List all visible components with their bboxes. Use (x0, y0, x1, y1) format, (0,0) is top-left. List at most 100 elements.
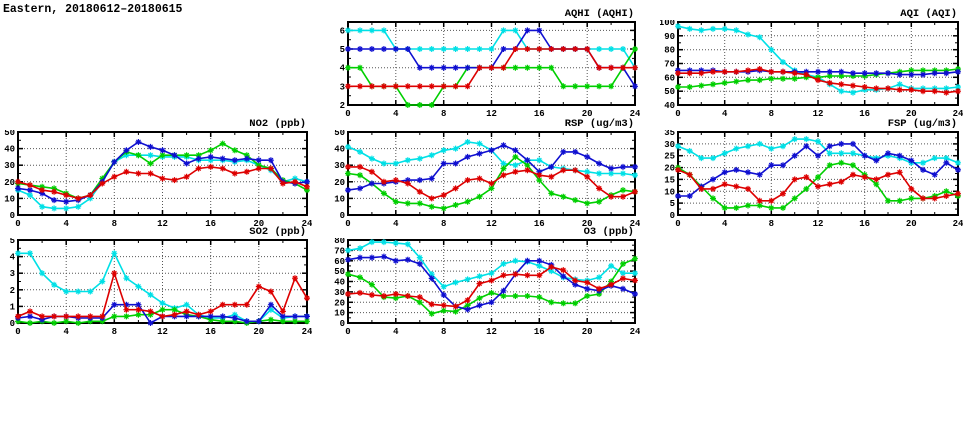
svg-text:12: 12 (813, 219, 824, 228)
svg-text:24: 24 (630, 219, 640, 228)
svg-text:20: 20 (334, 298, 345, 308)
svg-text:50: 50 (334, 130, 345, 138)
svg-text:8: 8 (441, 327, 446, 336)
svg-text:8: 8 (112, 219, 117, 228)
svg-text:16: 16 (859, 109, 870, 118)
chart-title-o3: O3 (ppb) (583, 226, 634, 238)
svg-text:20: 20 (582, 219, 593, 228)
chart-aqhi: AQHI (AQHI) 2 3 4 5 6 0 4 8 12 16 20 24 (330, 8, 640, 120)
svg-text:80: 80 (664, 46, 675, 56)
chart-canvas-no2: 0 10 20 30 40 50 0 4 8 12 16 20 24 (4, 130, 312, 228)
svg-text:6: 6 (340, 26, 345, 36)
svg-text:60: 60 (664, 73, 675, 83)
svg-text:12: 12 (157, 327, 168, 336)
chart-canvas-aqhi: 2 3 4 5 6 0 4 8 12 16 20 24 (340, 21, 640, 118)
chart-no2: NO2 (ppb) 0 10 20 30 40 50 0 4 8 12 16 20 24 (0, 118, 312, 230)
chart-title-rsp: RSP (ug/m3) (564, 118, 634, 130)
svg-text:20: 20 (334, 178, 345, 188)
chart-title-no2: NO2 (ppb) (249, 118, 306, 130)
svg-text:2: 2 (10, 286, 15, 296)
chart-so2: SO2 (ppb) 0 1 2 3 4 5 0 4 8 12 16 20 24 (0, 226, 312, 338)
svg-text:20: 20 (582, 327, 593, 336)
svg-text:16: 16 (534, 327, 545, 336)
svg-text:2: 2 (340, 101, 345, 111)
svg-text:50: 50 (664, 87, 675, 97)
svg-text:0: 0 (345, 327, 350, 336)
svg-text:0: 0 (340, 319, 345, 329)
svg-text:12: 12 (486, 327, 497, 336)
chart-rsp: RSP (ug/m3) 0 10 20 30 40 50 0 4 8 12 16 20 24 (330, 118, 640, 230)
svg-text:60: 60 (334, 257, 345, 267)
svg-text:90: 90 (664, 32, 675, 42)
svg-text:0: 0 (10, 211, 15, 221)
svg-text:4: 4 (63, 327, 69, 336)
svg-text:8: 8 (441, 109, 446, 118)
svg-text:20: 20 (253, 327, 264, 336)
svg-text:40: 40 (334, 278, 345, 288)
svg-text:24: 24 (630, 109, 640, 118)
svg-text:25: 25 (664, 152, 675, 162)
svg-text:40: 40 (4, 145, 15, 155)
chart-fsp: FSP (ug/m3) 0 5 10 15 20 25 30 35 0 4 8 12 16 20 24 (660, 118, 963, 230)
svg-text:24: 24 (630, 327, 640, 336)
svg-text:24: 24 (953, 219, 963, 228)
svg-text:5: 5 (10, 238, 15, 246)
svg-text:30: 30 (4, 161, 15, 171)
svg-text:20: 20 (906, 109, 917, 118)
chart-canvas-rsp: 0 10 20 30 40 50 0 4 8 12 16 20 24 (334, 130, 640, 228)
svg-text:40: 40 (334, 145, 345, 155)
svg-text:20: 20 (906, 219, 917, 228)
chart-o3: O3 (ppb) 0 10 20 30 40 50 60 70 80 0 4 8 12 16 20 24 (330, 226, 640, 338)
svg-text:4: 4 (393, 327, 399, 336)
svg-text:24: 24 (953, 109, 963, 118)
svg-text:4: 4 (393, 219, 399, 228)
svg-text:12: 12 (157, 219, 168, 228)
svg-text:16: 16 (205, 327, 216, 336)
svg-text:5: 5 (670, 199, 675, 209)
svg-text:100: 100 (660, 20, 675, 28)
svg-text:3: 3 (10, 269, 15, 279)
svg-text:4: 4 (722, 109, 728, 118)
svg-text:70: 70 (664, 60, 675, 70)
chart-title-so2: SO2 (ppb) (249, 226, 306, 238)
svg-text:0: 0 (670, 211, 675, 221)
svg-text:0: 0 (345, 219, 350, 228)
chart-canvas-aqi: 40 50 60 70 80 90 100 0 4 8 12 16 20 24 (660, 20, 963, 118)
svg-text:10: 10 (664, 187, 675, 197)
svg-text:0: 0 (675, 219, 680, 228)
svg-text:12: 12 (813, 109, 824, 118)
svg-text:16: 16 (534, 109, 545, 118)
svg-text:12: 12 (486, 219, 497, 228)
svg-text:30: 30 (664, 140, 675, 150)
svg-text:20: 20 (4, 178, 15, 188)
svg-text:0: 0 (340, 211, 345, 221)
svg-text:0: 0 (15, 219, 20, 228)
svg-text:10: 10 (334, 309, 345, 319)
svg-text:50: 50 (334, 267, 345, 277)
svg-text:5: 5 (340, 45, 345, 55)
svg-text:4: 4 (340, 64, 346, 74)
svg-text:16: 16 (534, 219, 545, 228)
svg-text:8: 8 (112, 327, 117, 336)
svg-text:70: 70 (334, 246, 345, 256)
chart-title-aqhi: AQHI (AQHI) (564, 8, 634, 20)
svg-text:8: 8 (769, 109, 774, 118)
svg-text:0: 0 (10, 319, 15, 329)
svg-text:1: 1 (10, 302, 16, 312)
svg-text:16: 16 (859, 219, 870, 228)
svg-text:12: 12 (486, 109, 497, 118)
svg-text:0: 0 (675, 109, 680, 118)
chart-aqi: AQI (AQI) 40 50 60 70 80 90 100 0 4 8 12 16 20 24 (660, 8, 963, 120)
svg-text:20: 20 (253, 219, 264, 228)
svg-text:20: 20 (664, 164, 675, 174)
svg-text:8: 8 (769, 219, 774, 228)
chart-title-aqi: AQI (AQI) (900, 8, 957, 20)
svg-text:16: 16 (205, 219, 216, 228)
svg-text:50: 50 (4, 130, 15, 138)
svg-text:40: 40 (664, 101, 675, 111)
svg-text:30: 30 (334, 161, 345, 171)
svg-text:10: 10 (334, 194, 345, 204)
svg-text:0: 0 (15, 327, 20, 336)
